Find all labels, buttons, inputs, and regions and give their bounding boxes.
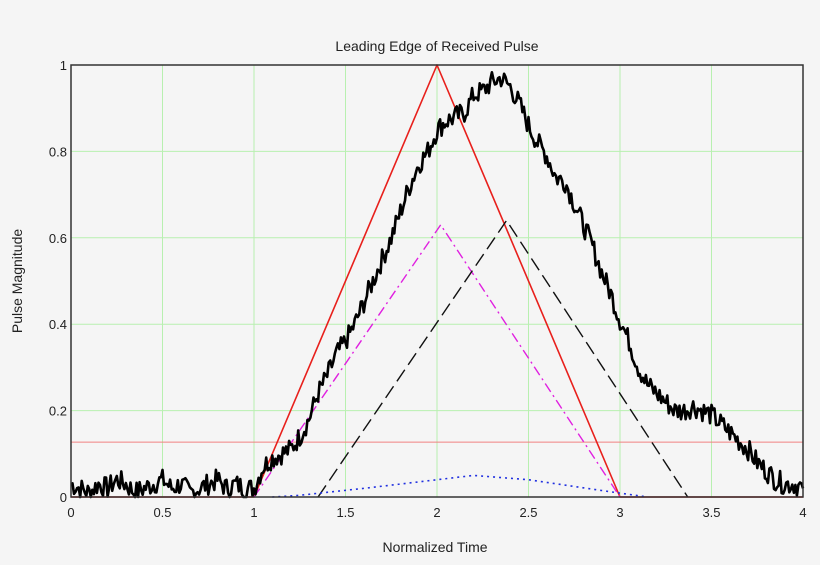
y-axis-label: Pulse Magnitude [9,229,25,334]
x-tick-label: 1 [250,505,257,520]
chart-title: Leading Edge of Received Pulse [335,38,538,54]
x-tick-label: 1.5 [336,505,354,520]
y-tick-label: 0.6 [49,231,67,246]
x-tick-label: 2 [433,505,440,520]
y-tick-label: 0.8 [49,144,67,159]
x-tick-label: 0.5 [153,505,171,520]
series-magenta-component [253,224,621,498]
y-tick-label: 0.4 [49,317,67,332]
series-blue-component [272,474,648,498]
y-tick-label: 1 [60,58,67,73]
series-received-pulse [70,71,805,499]
x-axis-label: Normalized Time [382,539,487,555]
tick-labels: 0 0.5 1 1.5 2 2.5 3 3.5 4 0 0.2 0.4 0.6 0.8 1 [49,58,807,520]
x-tick-label: 4 [799,505,806,520]
plot-frame [70,64,804,498]
x-tick-label: 3 [616,505,623,520]
x-tick-label: 2.5 [519,505,537,520]
y-tick-label: 0 [60,490,67,505]
x-tick-label: 0 [67,505,74,520]
series-delayed-component [317,219,689,498]
x-tick-label: 3.5 [702,505,720,520]
y-tick-label: 0.2 [49,404,67,419]
